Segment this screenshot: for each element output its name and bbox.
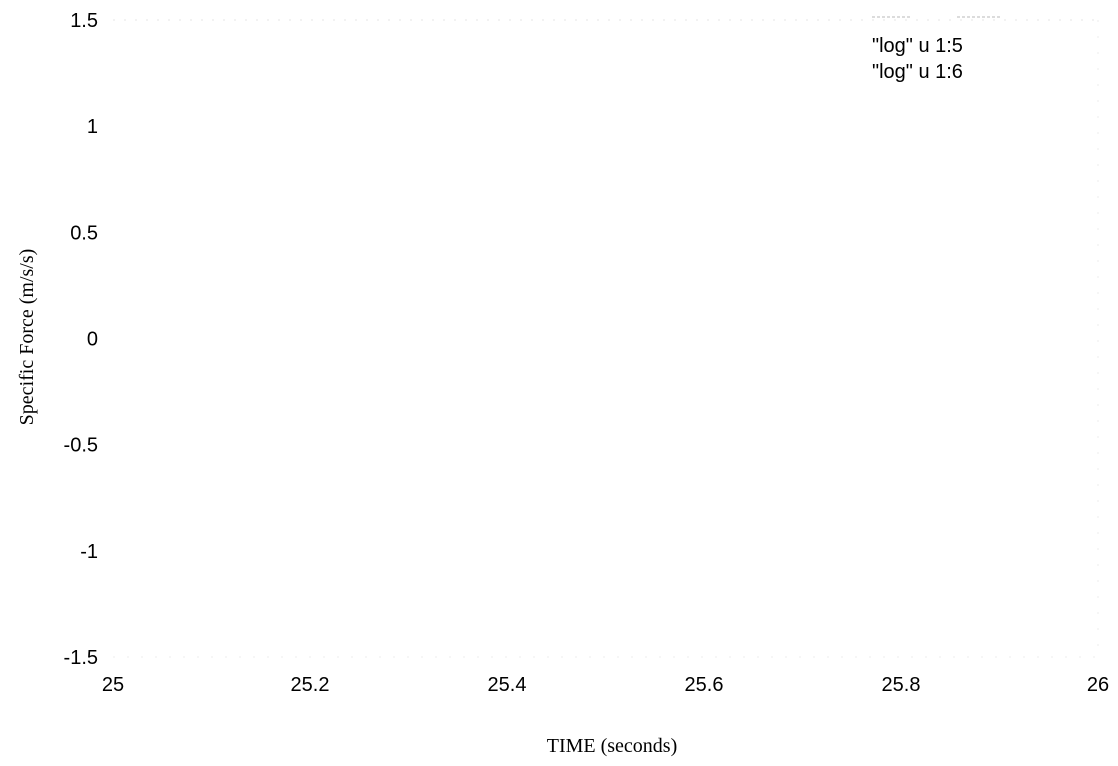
legend-label-series-1: "log" u 1:5 bbox=[872, 35, 963, 57]
y-tick-label: 0 bbox=[87, 329, 98, 351]
y-tick-label: -1.5 bbox=[64, 647, 98, 669]
legend-label-series-2: "log" u 1:6 bbox=[872, 61, 963, 83]
plot-frame bbox=[113, 19, 1099, 658]
x-tick-label: 26 bbox=[1087, 674, 1109, 696]
x-axis-title: TIME (seconds) bbox=[547, 735, 678, 757]
y-tick-label: 1.5 bbox=[70, 10, 98, 32]
x-tick-label: 25.2 bbox=[291, 674, 330, 696]
y-tick-label: -1 bbox=[80, 541, 98, 563]
y-axis-ticks: 1.5 1 0.5 0 -0.5 -1 -1.5 bbox=[64, 10, 98, 669]
x-tick-label: 25.4 bbox=[488, 674, 527, 696]
y-axis-title: Specific Force (m/s/s) bbox=[16, 249, 38, 426]
x-tick-label: 25.6 bbox=[685, 674, 724, 696]
x-tick-label: 25 bbox=[102, 674, 124, 696]
x-axis-ticks: 25 25.2 25.4 25.6 25.8 26 bbox=[102, 674, 1109, 696]
y-tick-label: 1 bbox=[87, 116, 98, 138]
y-tick-label: -0.5 bbox=[64, 435, 98, 457]
x-tick-label: 25.8 bbox=[882, 674, 921, 696]
legend: "log" u 1:5 "log" u 1:6 bbox=[872, 16, 1000, 83]
y-tick-label: 0.5 bbox=[70, 222, 98, 244]
